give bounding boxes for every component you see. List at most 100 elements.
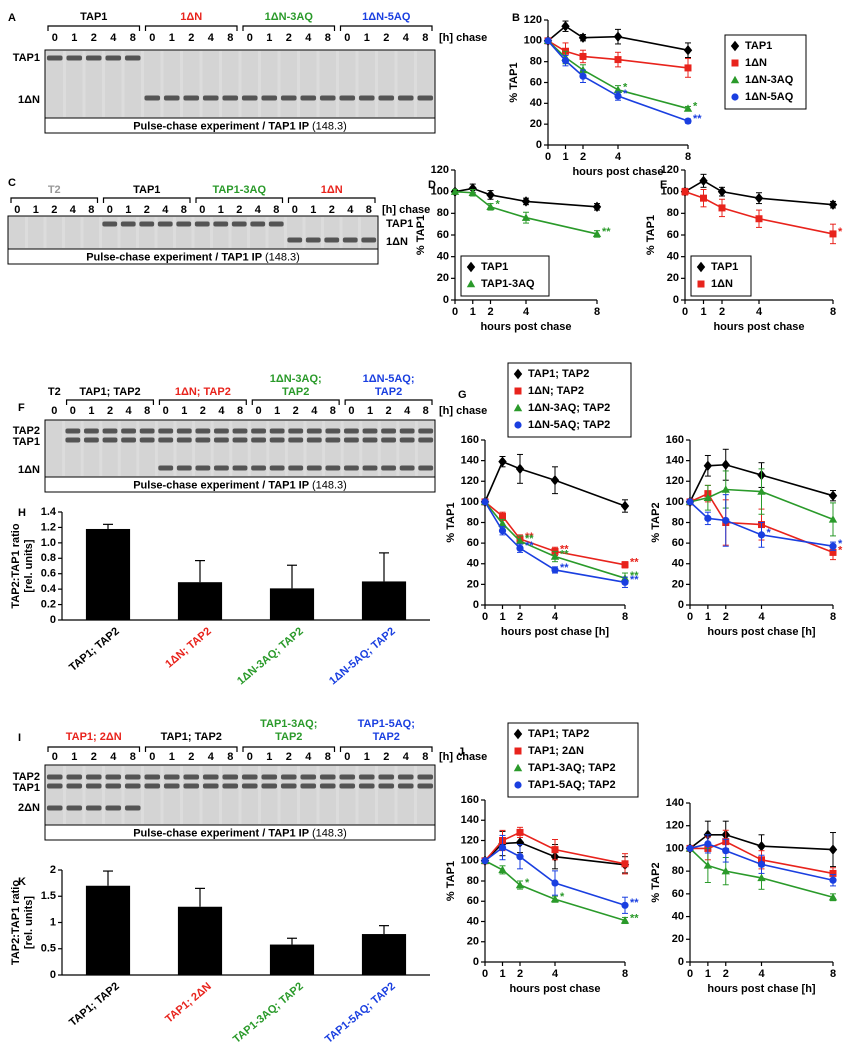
group-bracket xyxy=(242,25,336,31)
x-tick-label: 4 xyxy=(758,968,765,980)
gel-band xyxy=(120,221,136,227)
lane xyxy=(202,766,219,824)
lane-label: 0 xyxy=(256,405,262,417)
y-axis-label: % TAP1 xyxy=(445,502,457,542)
y-tick-label: 140 xyxy=(461,455,479,467)
marker xyxy=(561,57,570,65)
gel-band xyxy=(202,774,219,780)
gel-band xyxy=(362,428,378,434)
group-label: 1ΔN-3AQ xyxy=(265,11,314,23)
y-tick-label: 120 xyxy=(666,820,684,832)
chase-label: [h] chase xyxy=(382,204,430,216)
marker xyxy=(614,92,622,100)
gel-band xyxy=(124,805,141,811)
y-tick-label: 100 xyxy=(461,496,479,508)
gel-band xyxy=(66,805,83,811)
marker xyxy=(579,52,587,60)
y-tick-label: 140 xyxy=(461,814,479,826)
gel-band xyxy=(46,774,63,780)
group-bracket xyxy=(65,399,155,405)
marker xyxy=(498,527,507,535)
y-tick-label: 100 xyxy=(666,496,684,508)
gel-band xyxy=(417,95,434,101)
marker xyxy=(703,460,713,471)
gel-band xyxy=(381,428,396,434)
gel-band xyxy=(213,221,229,227)
gel-band xyxy=(85,805,102,811)
lane-label: 1 xyxy=(71,751,77,763)
gel-band xyxy=(306,437,322,443)
x-tick-label: 4 xyxy=(615,151,622,163)
x-tick-label: 1 xyxy=(562,151,568,163)
lane xyxy=(378,51,395,117)
y-tick-label: 20 xyxy=(667,272,679,284)
gel-band xyxy=(344,428,359,434)
lane-label: 0 xyxy=(14,204,20,216)
significance: ** xyxy=(630,557,639,569)
gel-band xyxy=(222,774,239,780)
marker xyxy=(757,840,766,852)
caption-text: Pulse-chase experiment / TAP1 IP xyxy=(133,479,309,491)
caption-text: Pulse-chase experiment / TAP1 IP xyxy=(133,120,309,132)
lane-label: 1 xyxy=(181,405,187,417)
lane-label: 0 xyxy=(344,751,350,763)
legend-marker xyxy=(514,387,522,395)
y-tick-label: 0 xyxy=(473,599,479,611)
y-tick-label: 80 xyxy=(672,516,684,528)
y-tick-label: 120 xyxy=(461,834,479,846)
gel-band xyxy=(288,437,304,443)
lane-label: 8 xyxy=(325,751,331,763)
x-axis-label: hours post chase [h] xyxy=(707,626,816,638)
group-bracket xyxy=(242,746,336,752)
lane-label: 8 xyxy=(181,204,187,216)
marker xyxy=(699,175,708,187)
marker xyxy=(592,201,602,213)
lane-label: 1 xyxy=(33,204,39,216)
x-tick-label: 4 xyxy=(552,968,559,980)
significance: * xyxy=(838,538,843,550)
x-tick-label: 2 xyxy=(580,151,586,163)
lane xyxy=(250,421,267,476)
gel-band xyxy=(241,774,258,780)
x-tick-label: 8 xyxy=(622,968,628,980)
gel-band xyxy=(176,465,192,471)
marker xyxy=(468,183,477,194)
y-tick-label: 120 xyxy=(666,475,684,487)
significance: ** xyxy=(525,531,534,543)
lane-label: 8 xyxy=(422,751,428,763)
lane-label: 1 xyxy=(71,32,77,44)
lane-label: 2 xyxy=(329,204,335,216)
gel-band xyxy=(300,774,317,780)
lane-label: 0 xyxy=(292,204,298,216)
caption-box xyxy=(44,824,436,841)
x-tick-label: 8 xyxy=(830,611,836,623)
legend-label: 1ΔN-5AQ xyxy=(745,91,794,103)
gel-band xyxy=(261,783,278,789)
lane-label: 1 xyxy=(364,751,370,763)
gel-band xyxy=(105,783,122,789)
lane-label: 8 xyxy=(227,32,233,44)
y-tick-label: 1.5 xyxy=(41,890,56,902)
y-tick-label: 100 xyxy=(666,842,684,854)
group-label: TAP1 xyxy=(80,11,107,23)
gel-band xyxy=(163,783,180,789)
gel-band xyxy=(288,465,304,471)
lane xyxy=(102,421,118,476)
panel-letter: J xyxy=(458,746,464,758)
gel-band xyxy=(241,783,258,789)
group-bracket xyxy=(47,25,141,31)
x-tick-label: 8 xyxy=(594,306,600,318)
lane xyxy=(83,421,100,476)
legend-marker xyxy=(731,93,739,101)
gel-image xyxy=(44,49,436,119)
lane-label: 0 xyxy=(149,32,155,44)
caption: Pulse-chase experiment / TAP1 IP (148.3) xyxy=(133,120,347,132)
y-axis-label: % TAP2 xyxy=(650,862,662,902)
lane-label: 1 xyxy=(266,32,272,44)
marker xyxy=(551,879,559,887)
lane xyxy=(85,51,102,117)
lane-label: 2 xyxy=(293,405,299,417)
gel-band xyxy=(378,774,395,780)
lane xyxy=(306,421,323,476)
lane-label: 1 xyxy=(266,751,272,763)
